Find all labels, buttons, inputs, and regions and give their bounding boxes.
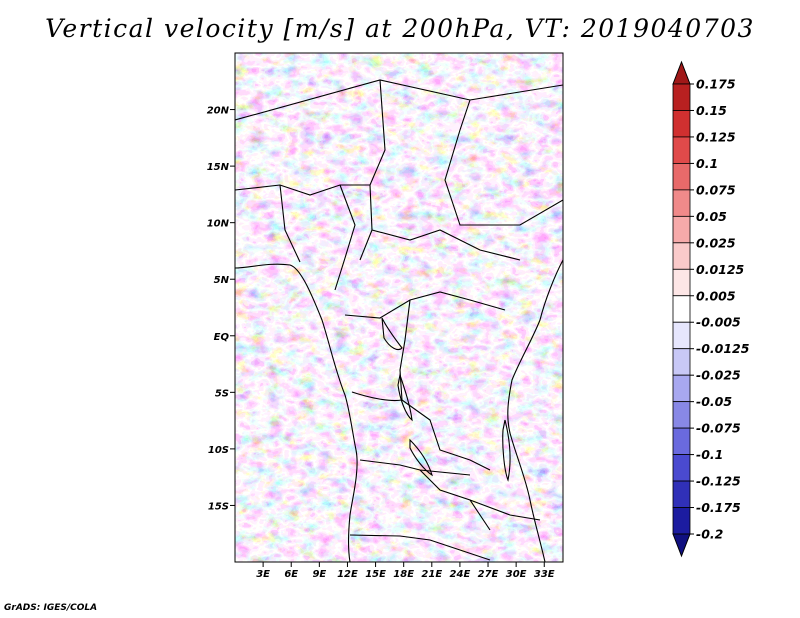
east-coastline <box>507 259 563 562</box>
colorbar-swatch <box>672 110 691 138</box>
west-coastline <box>235 263 358 562</box>
lon-tick-label: 18E <box>393 569 414 580</box>
colorbar-label: 0.175 <box>696 77 736 92</box>
colorbar-swatch <box>672 268 691 297</box>
vertical-velocity-field <box>235 53 563 562</box>
colorbar-swatch <box>672 427 691 455</box>
border-line <box>351 391 491 471</box>
colorbar-label: -0.0125 <box>696 341 750 356</box>
lat-tick-label: 20N <box>207 106 230 117</box>
border-line <box>444 99 563 226</box>
colorbar-label: 0.025 <box>696 235 736 250</box>
lat-tick-label: 5N <box>214 275 230 286</box>
colorbar-swatch <box>672 348 691 376</box>
border-line <box>344 291 506 319</box>
lat-tick-label: 10S <box>208 445 229 456</box>
colorbar-swatch <box>672 507 691 535</box>
lon-tick-label: 6E <box>284 569 298 580</box>
border-line <box>469 499 541 521</box>
map-frame <box>234 52 564 563</box>
colorbar-swatch <box>672 242 691 270</box>
colorbar-label: -0.125 <box>696 474 741 489</box>
grads-credit: GrADS: IGES/COLA <box>4 603 98 613</box>
colorbar-swatch <box>672 163 691 191</box>
colorbar-swatch <box>672 401 691 429</box>
lat-tick-label: 5S <box>215 388 229 399</box>
colorbar-label: 0.125 <box>696 129 736 144</box>
colorbar-label: -0.075 <box>696 421 741 436</box>
border-line <box>371 229 521 261</box>
colorbar-label: -0.175 <box>696 500 741 515</box>
colorbar-label: 0.05 <box>696 209 727 224</box>
lat-tick-label: 10N <box>207 219 230 230</box>
colorbar-swatch <box>672 454 691 482</box>
colorbar-label: 0.0125 <box>696 262 745 277</box>
border-line <box>334 184 356 291</box>
lat-tick-label: EQ <box>214 332 230 343</box>
colorbar-label: 0.005 <box>696 288 736 303</box>
lon-tick-label: 15E <box>365 569 386 580</box>
lake-outline <box>409 438 433 477</box>
border-line <box>399 299 411 401</box>
colorbar-label: 0.1 <box>696 156 718 171</box>
lake-outline <box>502 419 511 482</box>
colorbar-swatch <box>672 215 691 244</box>
colorbar-label: -0.025 <box>696 368 741 383</box>
colorbar-label: -0.2 <box>696 527 723 542</box>
border-line <box>349 534 491 561</box>
lon-tick-label: 24E <box>450 569 471 580</box>
colorbar-label: 0.075 <box>696 182 736 197</box>
colorbar-swatch <box>672 295 691 323</box>
lon-tick-label: 9E <box>312 569 326 580</box>
lon-tick-label: 33E <box>534 569 555 580</box>
border-line <box>235 184 370 196</box>
border-line <box>235 79 563 121</box>
lake-outline <box>397 372 413 422</box>
colorbar-swatch <box>672 480 691 508</box>
lat-tick-label: 15S <box>208 501 229 512</box>
border-line <box>279 184 301 263</box>
colorbar-swatch <box>672 189 691 217</box>
map-panel <box>234 52 564 563</box>
lat-tick-label: 15N <box>207 162 230 173</box>
lon-tick-label: 30E <box>506 569 527 580</box>
colorbar-swatch <box>672 136 691 164</box>
border-line <box>359 459 471 476</box>
colorbar-swatch <box>672 83 691 111</box>
colorbar-label: -0.1 <box>696 447 723 462</box>
colorbar-top-triangle <box>672 60 691 85</box>
lake-outline <box>381 317 403 351</box>
colorbar-swatch <box>672 374 691 403</box>
colorbar-label: -0.005 <box>696 315 741 330</box>
colorbar: 0.175 0.15 0.125 0.1 0.075 0.05 0.025 0.0125 0.0… <box>672 60 750 558</box>
boundaries <box>235 79 563 562</box>
longitude-axis: 3E 6E 9E 12E 15E 18E 21E 24E 27E 30E 33E <box>256 562 555 580</box>
lon-tick-label: 3E <box>256 569 270 580</box>
latitude-axis: 20N 15N 10N 5N EQ 5S 10S 15S <box>207 106 235 512</box>
colorbar-label: -0.05 <box>696 394 732 409</box>
lon-tick-label: 21E <box>421 569 442 580</box>
colorbar-label: 0.15 <box>696 103 727 118</box>
lon-tick-label: 27E <box>478 569 499 580</box>
border-line <box>419 469 491 531</box>
chart-title: Vertical velocity [m/s] at 200hPa, VT: 2… <box>45 14 755 43</box>
colorbar-swatch <box>672 321 691 350</box>
lon-tick-label: 12E <box>337 569 358 580</box>
colorbar-bottom-triangle <box>672 533 691 558</box>
